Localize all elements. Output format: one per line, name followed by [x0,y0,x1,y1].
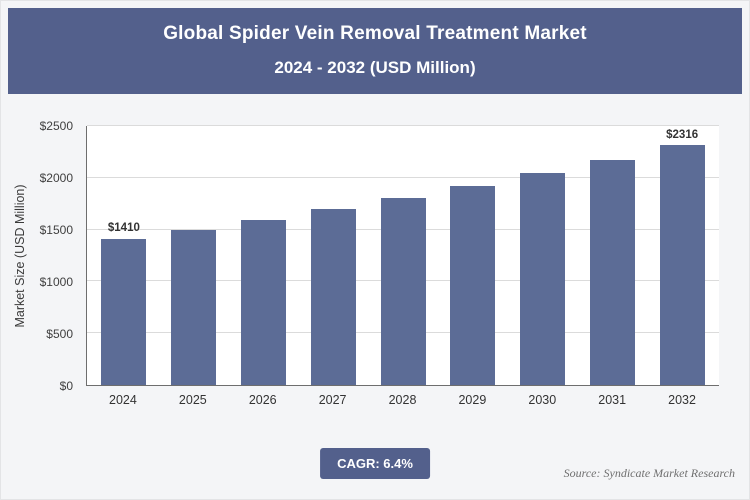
bar-2027 [310,209,356,385]
bars-container: $1410 $2316 [87,126,719,385]
bar-2030 [520,173,566,385]
chart-title: Global Spider Vein Removal Treatment Mar… [163,23,587,44]
y-tick-label: $0 [59,379,73,393]
cagr-badge: CAGR: 6.4% [320,448,430,479]
x-tick-label: 2029 [458,393,487,407]
bar-2031 [589,159,635,385]
bar-slot [438,126,508,385]
x-tick-label: 2028 [388,393,417,407]
bar-slot [368,126,438,385]
bar-2025 [171,229,217,385]
bar-slot: $1410 [89,126,159,385]
bar-slot [298,126,368,385]
bar-value-label: $2316 [666,128,699,141]
y-axis-title: Market Size (USD Million) [13,184,27,328]
x-tick-label: 2030 [528,393,557,407]
bar-slot [229,126,299,385]
bar-2026 [240,220,286,385]
x-tick-label: 2024 [109,393,137,407]
chart-subtitle: 2024 - 2032 (USD Million) [274,58,476,77]
bar-2029 [450,186,496,385]
y-tick-label: $1000 [39,275,73,289]
y-axis-tick-labels: $0 $500 $1000 $1500 $2000 $2500 [31,120,79,392]
x-tick-label: 2025 [178,393,207,407]
bar-value-label: $1410 [107,222,140,235]
bar-slot [577,126,647,385]
bar-2024 [101,238,147,385]
x-axis-tick-labels: 2024 2025 2026 2027 2028 2029 2030 2031 2032 [86,393,719,407]
y-tick-label: $500 [46,327,73,341]
y-tick-label: $2500 [39,119,73,133]
bar-2028 [380,198,426,385]
y-tick-label: $1500 [39,223,73,237]
x-tick-label: 2026 [248,393,277,407]
x-tick-label: 2031 [598,393,627,407]
bar-slot: $2316 [647,126,717,385]
bar-slot [159,126,229,385]
chart-header: Global Spider Vein Removal Treatment Mar… [8,8,742,94]
x-tick-label: 2027 [318,393,347,407]
x-tick-label: 2032 [668,393,696,407]
source-credit: Source: Syndicate Market Research [563,466,735,480]
plot-area: $1410 $2316 [86,125,719,386]
y-tick-label: $2000 [39,171,73,185]
gridline [87,176,719,178]
gridline [87,125,719,126]
bar-slot [508,126,578,385]
bar-2032 [659,145,705,385]
